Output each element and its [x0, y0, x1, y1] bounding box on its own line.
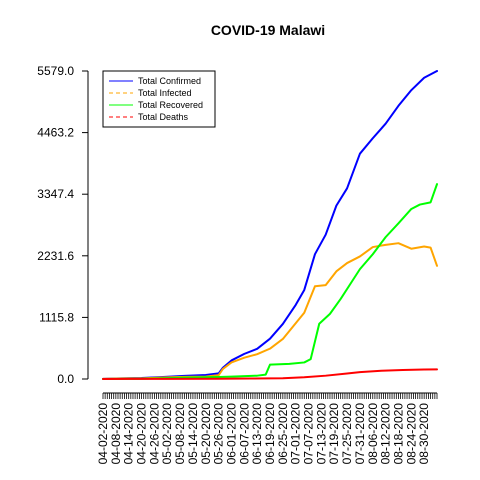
x-tick-label: 05-26-2020: [212, 403, 226, 465]
x-tick-label: 06-19-2020: [263, 403, 277, 465]
x-tick-label: 04-26-2020: [147, 403, 161, 465]
x-tick-label: 08-24-2020: [404, 403, 418, 465]
x-tick-label: 07-31-2020: [353, 403, 367, 465]
x-tick-label: 04-20-2020: [135, 403, 149, 465]
x-tick-label: 07-13-2020: [314, 403, 328, 465]
x-tick-label: 07-25-2020: [340, 403, 354, 465]
series-line-4: [102, 368, 438, 380]
chart-title: COVID-19 Malawi: [211, 22, 325, 38]
legend-label: Total Confirmed: [138, 76, 201, 86]
legend-label: Total Recovered: [138, 100, 203, 110]
x-tick-label: 05-20-2020: [199, 403, 213, 465]
series-group: [102, 70, 438, 380]
x-tick-label: 05-02-2020: [160, 403, 174, 465]
legend-box: [102, 70, 216, 128]
x-tick-label: 06-01-2020: [224, 403, 238, 465]
x-tick-label: 08-30-2020: [417, 403, 431, 465]
x-tick-label: 04-14-2020: [122, 403, 136, 465]
x-tick-label: 08-06-2020: [366, 403, 380, 465]
legend-label: Total Deaths: [138, 112, 189, 122]
x-tick-label: 07-01-2020: [289, 403, 303, 465]
x-tick-label: 05-14-2020: [186, 403, 200, 465]
y-tick-label: 2231.6: [37, 249, 74, 263]
legend-label: Total Infected: [138, 88, 192, 98]
x-tick-label: 06-13-2020: [250, 403, 264, 465]
series-line-1: [102, 70, 438, 380]
x-tick-label: 04-08-2020: [109, 403, 123, 465]
x-tick-label: 04-02-2020: [96, 403, 110, 465]
legend: Total Confirmed Total Infected Total Recov…: [102, 70, 216, 128]
axes: 0.0 1115.8 2231.6 3347.4 4463.2 5579.0 04-02-2…: [37, 64, 438, 465]
x-tick-label: 06-25-2020: [276, 403, 290, 465]
x-tick-label: 08-12-2020: [379, 403, 393, 465]
series-line-3: [102, 183, 438, 380]
y-tick-label: 0.0: [57, 372, 74, 386]
x-tick-label: 05-08-2020: [173, 403, 187, 465]
series-line-2: [102, 242, 438, 380]
x-tick-label: 07-07-2020: [302, 403, 316, 465]
x-tick-label: 06-07-2020: [237, 403, 251, 465]
y-tick-label: 3347.4: [37, 187, 74, 201]
y-tick-label: 5579.0: [37, 64, 74, 78]
y-tick-label: 4463.2: [37, 126, 74, 140]
y-tick-label: 1115.8: [39, 310, 74, 324]
x-tick-label: 07-19-2020: [327, 403, 341, 465]
x-tick-label: 08-18-2020: [391, 403, 405, 465]
